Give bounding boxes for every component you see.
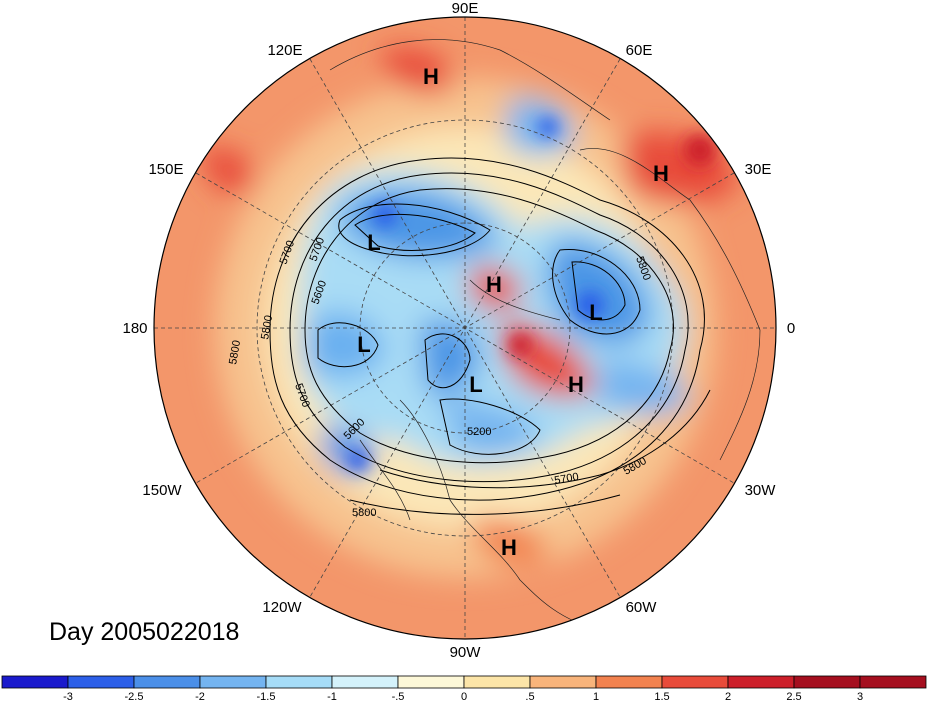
colorbar-box [793,675,861,689]
lon-label-120e: 120E [267,42,302,59]
colorbar-box [661,675,729,689]
colorbar-tick-label: 3 [857,691,863,702]
low-center-1: L [367,230,380,255]
lon-label-150w: 150W [142,482,182,499]
lon-label-150e: 150E [148,161,183,178]
colorbar-box [595,675,663,689]
lon-label-30w: 30W [745,482,777,499]
day-title: Day 2005022018 [49,618,240,646]
map-border [153,16,777,640]
colorbar-tick-label: .5 [525,691,534,702]
colorbar-tick-label: -1 [327,691,337,702]
high-center-2: H [653,161,669,186]
lon-label-60w: 60W [626,599,658,616]
high-center-3: H [486,272,502,297]
coastlines [329,39,761,631]
colorbar-box [133,675,201,689]
colorbar-boxes [1,675,927,689]
colorbar-box [1,675,69,689]
contour-label: 5800 [227,339,243,365]
anomaly-field [154,17,776,639]
colorbar-box [199,675,267,689]
colorbar-tick-label: 2 [725,691,731,702]
lon-label-120w: 120W [262,599,302,616]
colorbar-tick-label: -2 [195,691,205,702]
high-center-4: H [568,372,584,397]
low-center-4: L [469,372,482,397]
colorbar-tick-labels: -3 -2.5 -2 -1.5 -1 -.5 0 .5 1 1.5 2 2.5 3 [63,691,863,702]
height-contours [269,157,711,515]
colorbar-tick-label: -3 [63,691,73,702]
high-center-1: H [423,64,439,89]
contour-label: 5700 [553,471,579,487]
colorbar-box [265,675,333,689]
colorbar-box [529,675,597,689]
pressure-centers: H H L H L L L H H [357,64,669,560]
high-center-5: H [501,535,517,560]
colorbar-tick-label: 1.5 [654,691,669,702]
lon-label-30e: 30E [745,161,772,178]
colorbar-tick-label: -1.5 [257,691,276,702]
lon-label-90e: 90E [452,0,479,17]
colorbar-box [331,675,399,689]
lon-label-0: 0 [787,320,795,337]
colorbar-tick-label: 0 [461,691,467,702]
colorbar-tick-label: -2.5 [125,691,144,702]
low-center-2: L [589,300,602,325]
lon-label-180: 180 [122,320,147,337]
contour-label: 5200 [467,426,491,438]
colorbar-tick-label: 2.5 [786,691,801,702]
contour-labels: 5700 5600 5800 5700 5600 5800 5700 5800 … [227,236,653,519]
colorbar-box [727,675,795,689]
colorbar-box [397,675,465,689]
lon-label-60e: 60E [626,42,653,59]
lon-label-90w: 90W [450,644,482,661]
low-center-3: L [357,332,370,357]
colorbar-box [859,675,927,689]
colorbar-box [463,675,531,689]
colorbar-box [67,675,135,689]
contour-label: 5800 [259,314,275,340]
colorbar-tick-label: 1 [593,691,599,702]
colorbar: -3 -2.5 -2 -1.5 -1 -.5 0 .5 1 1.5 2 2.5 3 [1,675,927,702]
longitude-labels: 90E 60E 30E 0 30W 60W 90W 120W 150W 180 … [122,0,795,661]
colorbar-tick-label: -.5 [392,691,405,702]
contour-label: 5800 [352,507,376,519]
